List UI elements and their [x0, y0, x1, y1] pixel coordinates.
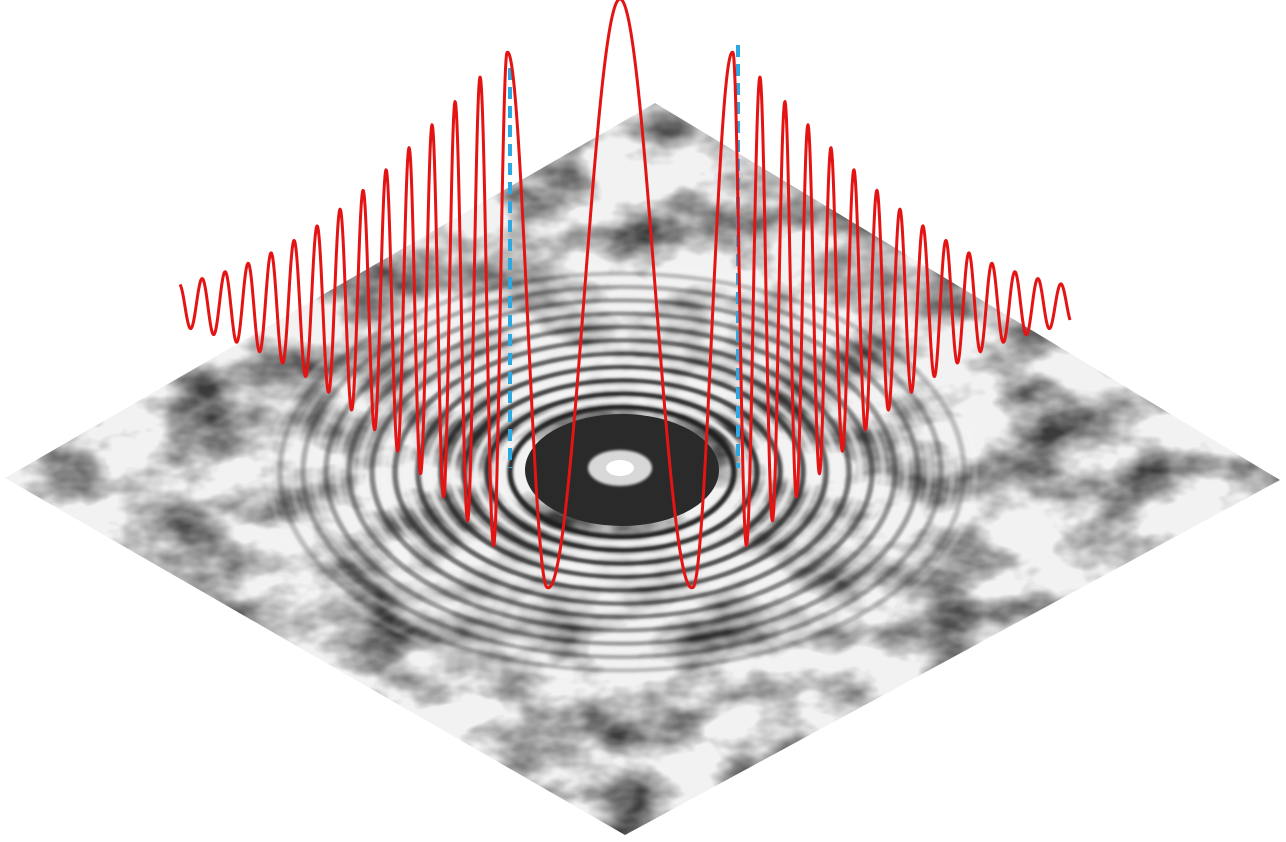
figure [0, 0, 1286, 842]
textured-plane [0, 100, 1286, 840]
central-spot [606, 460, 634, 476]
page: {} (() => { const svg = document.getElem… [0, 0, 1286, 842]
